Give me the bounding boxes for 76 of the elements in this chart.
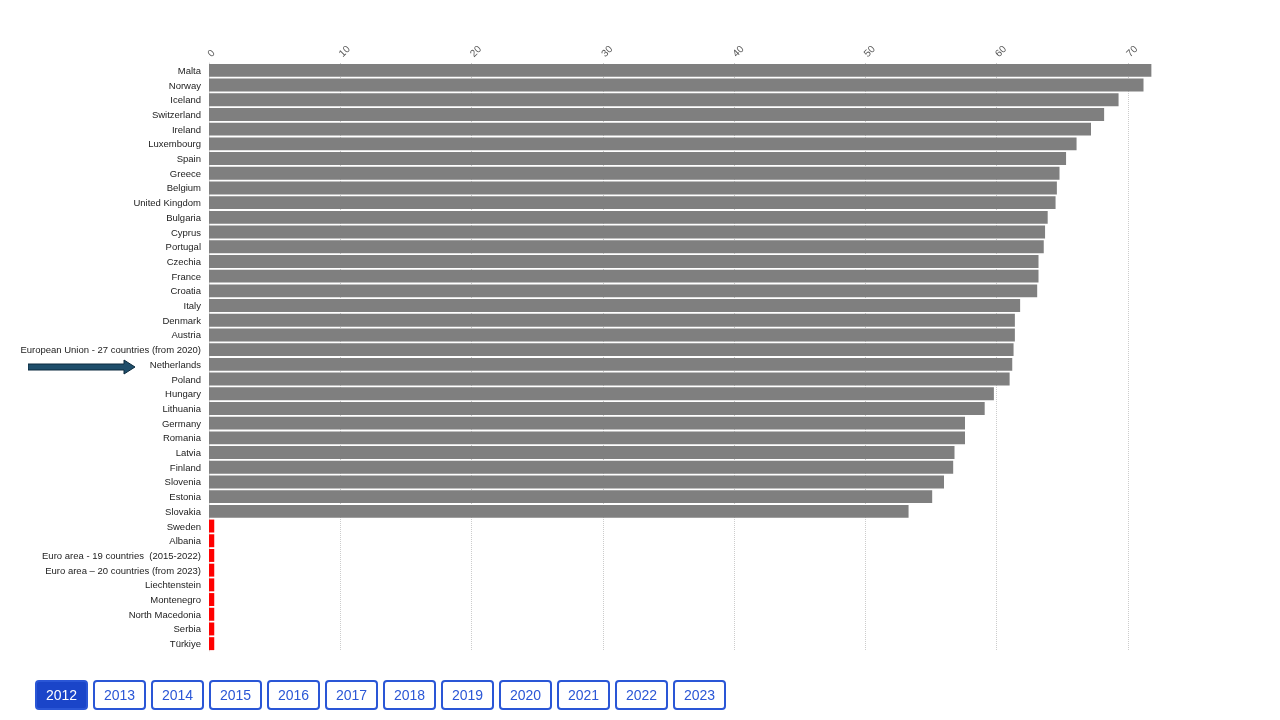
- x-tick-label: 0: [205, 46, 218, 59]
- text: 2012: [35, 680, 88, 710]
- text: 2022: [615, 680, 668, 710]
- text: 2019: [441, 680, 494, 710]
- x-tick-label: 10: [336, 42, 353, 59]
- x-tick-label: 60: [992, 42, 1009, 59]
- text: 2016: [267, 680, 320, 710]
- y-tick-label: Germany: [161, 417, 202, 429]
- y-tick-label: Euro area - 19 countries (2015-2022): [42, 549, 201, 561]
- text: 2023: [673, 680, 726, 710]
- y-tick-label: Italy: [183, 300, 202, 312]
- y-tick-label: Switzerland: [151, 108, 201, 120]
- y-tick-label: Liechtenstein: [145, 579, 201, 591]
- y-tick-label: United Kingdom: [133, 197, 202, 209]
- bar: [209, 152, 1067, 166]
- y-tick-label: Romania: [162, 432, 202, 444]
- y-tick-label: Cyprus: [170, 226, 202, 238]
- bar: [209, 401, 985, 415]
- y-tick-label: Montenegro: [150, 594, 201, 606]
- y-tick-label: Serbia: [173, 623, 202, 635]
- y-tick-label: Portugal: [165, 241, 201, 253]
- y-tick-label: Austria: [171, 329, 202, 341]
- y-tick-label: Iceland: [170, 94, 201, 106]
- bar: [209, 196, 1056, 210]
- y-tick-label: Malta: [177, 64, 202, 76]
- y-tick-label: Croatia: [170, 285, 202, 297]
- y-tick-label: Norway: [168, 79, 202, 91]
- bar: [209, 357, 1013, 371]
- y-tick-label: Lithuania: [162, 402, 202, 414]
- y-tick-label: European Union - 27 countries (from 2020): [20, 344, 201, 356]
- x-tick-label: 50: [861, 42, 878, 59]
- bar: [209, 504, 909, 518]
- y-tick-label: Bulgaria: [166, 211, 202, 223]
- y-tick-label: Hungary: [165, 388, 202, 400]
- y-tick-label: Finland: [169, 461, 201, 473]
- text: 2020: [499, 680, 552, 710]
- y-tick-label: Türkiye: [169, 638, 201, 650]
- y-tick-label: France: [171, 270, 201, 282]
- bar: [209, 446, 955, 460]
- y-tick-label: Estonia: [169, 491, 202, 503]
- x-tick-label: 70: [1123, 42, 1140, 59]
- bar: [209, 490, 933, 504]
- text: 2021: [557, 680, 610, 710]
- y-tick-label: Ireland: [171, 123, 201, 135]
- text: 2015: [209, 680, 262, 710]
- y-tick-label: Euro area – 20 countries (from 2023): [45, 564, 201, 576]
- y-tick-label: Spain: [176, 153, 201, 165]
- x-tick-label: 40: [730, 42, 747, 59]
- y-tick-label: Netherlands: [149, 358, 202, 370]
- y-tick-label: Albania: [169, 535, 202, 547]
- y-tick-label: Luxembourg: [148, 138, 201, 150]
- bar: [209, 343, 1014, 357]
- bar: [209, 254, 1039, 268]
- y-tick-label: Slovenia: [164, 476, 202, 488]
- y-tick-label: Latvia: [175, 447, 202, 459]
- x-tick-label: 30: [598, 42, 615, 59]
- y-tick-label: Poland: [171, 373, 201, 385]
- bar: [209, 637, 215, 651]
- y-tick-label: Denmark: [162, 314, 202, 326]
- text: 2013: [93, 680, 146, 710]
- y-tick-label: Czechia: [166, 255, 202, 267]
- bar: [209, 593, 215, 607]
- bar: [209, 548, 215, 562]
- y-tick-label: Slovakia: [165, 505, 202, 517]
- text: 2018: [383, 680, 436, 710]
- y-tick-label: Belgium: [166, 182, 202, 194]
- x-tick-label: 20: [467, 42, 484, 59]
- text: 2014: [151, 680, 204, 710]
- y-tick-label: Greece: [169, 167, 201, 179]
- bar: [209, 63, 1152, 77]
- bar: [209, 299, 1021, 313]
- bar: [209, 210, 1048, 224]
- y-tick-label: Sweden: [166, 520, 201, 532]
- text: 2017: [325, 680, 378, 710]
- bar: [209, 107, 1105, 121]
- y-tick-label: North Macedonia: [128, 608, 202, 620]
